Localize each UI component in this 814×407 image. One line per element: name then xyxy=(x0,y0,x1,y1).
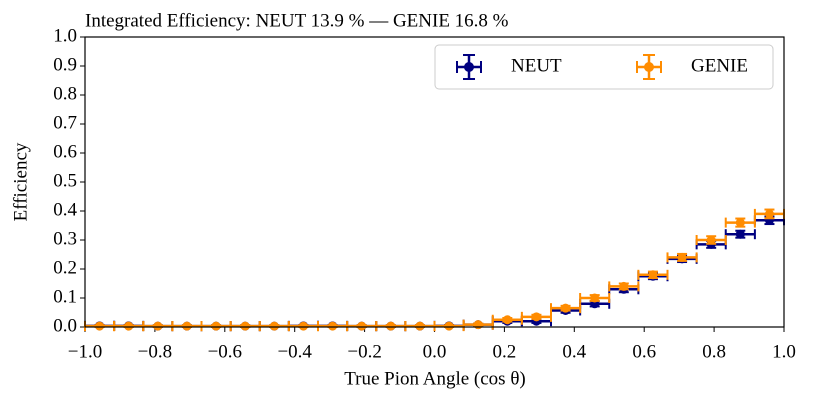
y-tick-label: 0.6 xyxy=(53,141,77,162)
marker xyxy=(764,209,774,219)
error-bar-group xyxy=(258,321,290,332)
marker xyxy=(211,321,221,331)
y-tick-label: 0.1 xyxy=(53,286,77,307)
y-tick-label: 0.7 xyxy=(53,112,77,133)
error-bar-group xyxy=(462,319,494,330)
error-bar-group xyxy=(171,321,203,332)
x-tick-label: 0.6 xyxy=(632,341,656,362)
x-tick-label: 0.4 xyxy=(562,341,586,362)
marker xyxy=(473,320,483,330)
marker xyxy=(735,218,745,228)
marker xyxy=(648,270,658,280)
marker xyxy=(590,293,600,303)
x-tick-label: 1.0 xyxy=(772,341,796,362)
y-tick-label: 0.0 xyxy=(53,315,77,336)
error-bar-group xyxy=(608,281,640,292)
legend-label: NEUT xyxy=(511,55,562,76)
marker xyxy=(502,315,512,325)
error-bar-group xyxy=(404,321,436,332)
x-tick-label: 0.0 xyxy=(423,341,447,362)
error-bar-group xyxy=(753,208,785,220)
x-tick-label: −0.4 xyxy=(277,341,312,362)
error-bar-group xyxy=(317,321,349,332)
error-bar-group xyxy=(695,235,727,245)
x-tick-label: −1.0 xyxy=(68,341,102,362)
y-tick-label: 1.0 xyxy=(53,25,77,46)
marker xyxy=(240,321,250,331)
marker xyxy=(619,281,629,291)
marker xyxy=(386,321,396,331)
marker xyxy=(444,321,454,331)
plot-frame xyxy=(84,36,785,328)
legend-dot xyxy=(464,62,474,72)
error-bar-group xyxy=(579,293,611,303)
legend-box xyxy=(434,44,774,90)
y-tick-label: 0.9 xyxy=(53,54,77,75)
error-bar-group xyxy=(229,321,261,332)
y-tick-label: 0.3 xyxy=(53,228,77,249)
error-bar-group xyxy=(520,311,552,322)
error-bar-group xyxy=(375,321,407,332)
error-bar-group xyxy=(549,303,582,314)
error-bar-group xyxy=(433,321,465,332)
x-tick-label: −0.8 xyxy=(138,341,172,362)
marker xyxy=(706,235,716,245)
error-bar-group xyxy=(346,321,378,332)
legend-marker xyxy=(456,54,482,80)
x-tick-label: 0.8 xyxy=(702,341,726,362)
x-tick-label: −0.6 xyxy=(208,341,242,362)
marker xyxy=(298,321,308,331)
marker xyxy=(182,321,192,331)
marker xyxy=(677,252,687,262)
error-bar-group xyxy=(724,229,756,240)
marker xyxy=(357,321,367,331)
error-bar-group xyxy=(724,217,756,228)
chart-title: Integrated Efficiency: NEUT 13.9 % — GEN… xyxy=(85,10,509,31)
y-axis-label: Efficiency xyxy=(10,142,31,221)
y-tick-label: 0.4 xyxy=(53,199,77,220)
marker xyxy=(95,321,105,331)
marker xyxy=(735,229,745,239)
x-axis-label: True Pion Angle (cos θ) xyxy=(344,368,526,389)
x-tick-label: −0.2 xyxy=(347,341,381,362)
y-tick-label: 0.8 xyxy=(53,83,77,104)
error-bar-group xyxy=(142,321,174,332)
y-tick-label: 0.2 xyxy=(53,257,77,278)
marker xyxy=(415,321,425,331)
marker xyxy=(269,321,279,331)
marker xyxy=(328,321,338,331)
legend-marker xyxy=(636,54,662,80)
error-bar-group xyxy=(84,321,116,332)
error-bar-group xyxy=(113,321,145,332)
marker xyxy=(561,303,571,313)
marker xyxy=(153,321,163,331)
error-bar-group xyxy=(287,321,320,332)
marker xyxy=(124,321,134,331)
legend-label: GENIE xyxy=(691,55,748,76)
x-tick-label: 0.2 xyxy=(493,341,517,362)
y-tick-label: 0.5 xyxy=(53,170,77,191)
error-bar-group xyxy=(491,314,523,325)
marker xyxy=(531,312,541,322)
legend-dot xyxy=(644,62,654,72)
error-bar-group xyxy=(666,252,698,263)
error-bar-group xyxy=(200,321,232,332)
error-bar-group xyxy=(637,269,669,280)
